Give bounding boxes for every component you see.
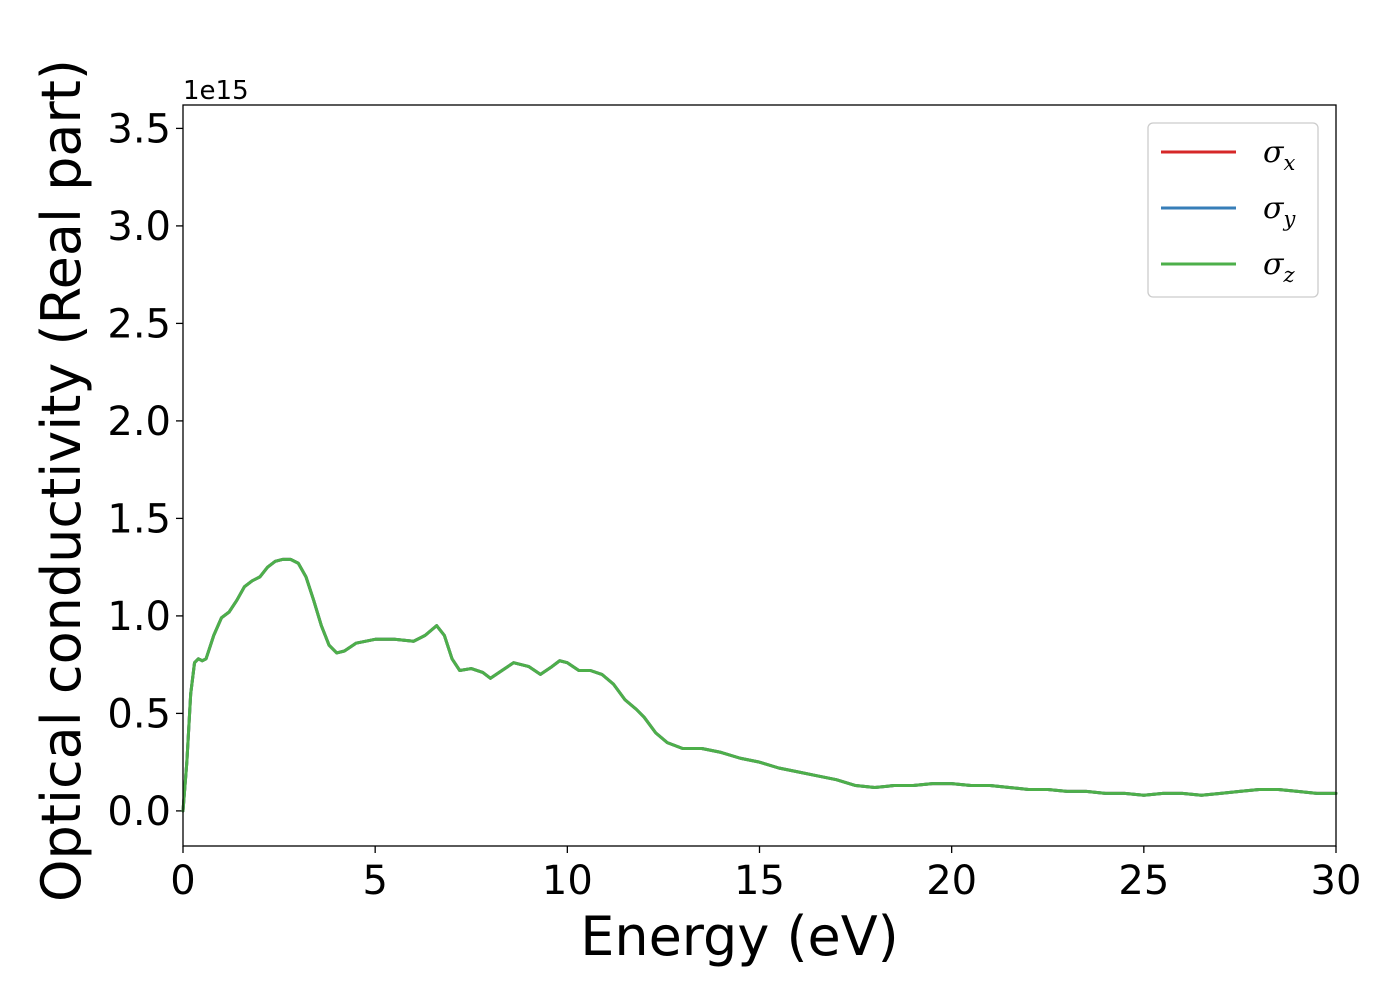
legend-subscript: y [1282,207,1296,231]
y-tick-label: 1.0 [107,594,171,640]
y-axis-offset-label: 1e15 [183,76,249,106]
x-tick-label: 25 [1118,858,1169,904]
legend-subscript: x [1283,151,1295,175]
y-tick-label: 0.5 [107,691,171,737]
y-tick-label: 1.5 [107,496,171,542]
legend-label-z: σz [1263,247,1295,287]
y-tick-label: 2.0 [107,399,171,445]
series-line-z [181,557,1338,813]
y-axis-title: Optical conductivity (Real part) [30,59,93,902]
y-tick-label: 2.5 [107,301,171,347]
plot-area-frame [182,104,1337,847]
x-tick-label: 10 [542,858,593,904]
y-axis-ticks: 0.0 0.5 1.0 1.5 2.0 2.5 3.0 3.5 [107,106,183,835]
legend-symbol: σ [1263,191,1285,226]
legend-subscript: z [1282,263,1295,287]
x-tick-label: 30 [1311,858,1362,904]
y-tick-label: 3.5 [107,106,171,152]
legend-label-y: σy [1263,191,1296,231]
x-tick-label: 15 [734,858,785,904]
legend-symbol: σ [1263,135,1285,170]
legend-label-x: σx [1263,135,1295,175]
x-tick-label: 5 [362,858,387,904]
series-lines [181,557,1338,813]
x-axis-title: Energy (eV) [580,905,899,968]
legend-box [1147,122,1319,298]
y-tick-label: 0.0 [107,789,171,835]
x-tick-label: 20 [926,858,977,904]
legend-symbol: σ [1263,247,1285,282]
x-axis-ticks: 0 5 10 15 20 25 30 [170,846,1361,904]
x-tick-label: 0 [170,858,195,904]
y-tick-label: 3.0 [107,204,171,250]
